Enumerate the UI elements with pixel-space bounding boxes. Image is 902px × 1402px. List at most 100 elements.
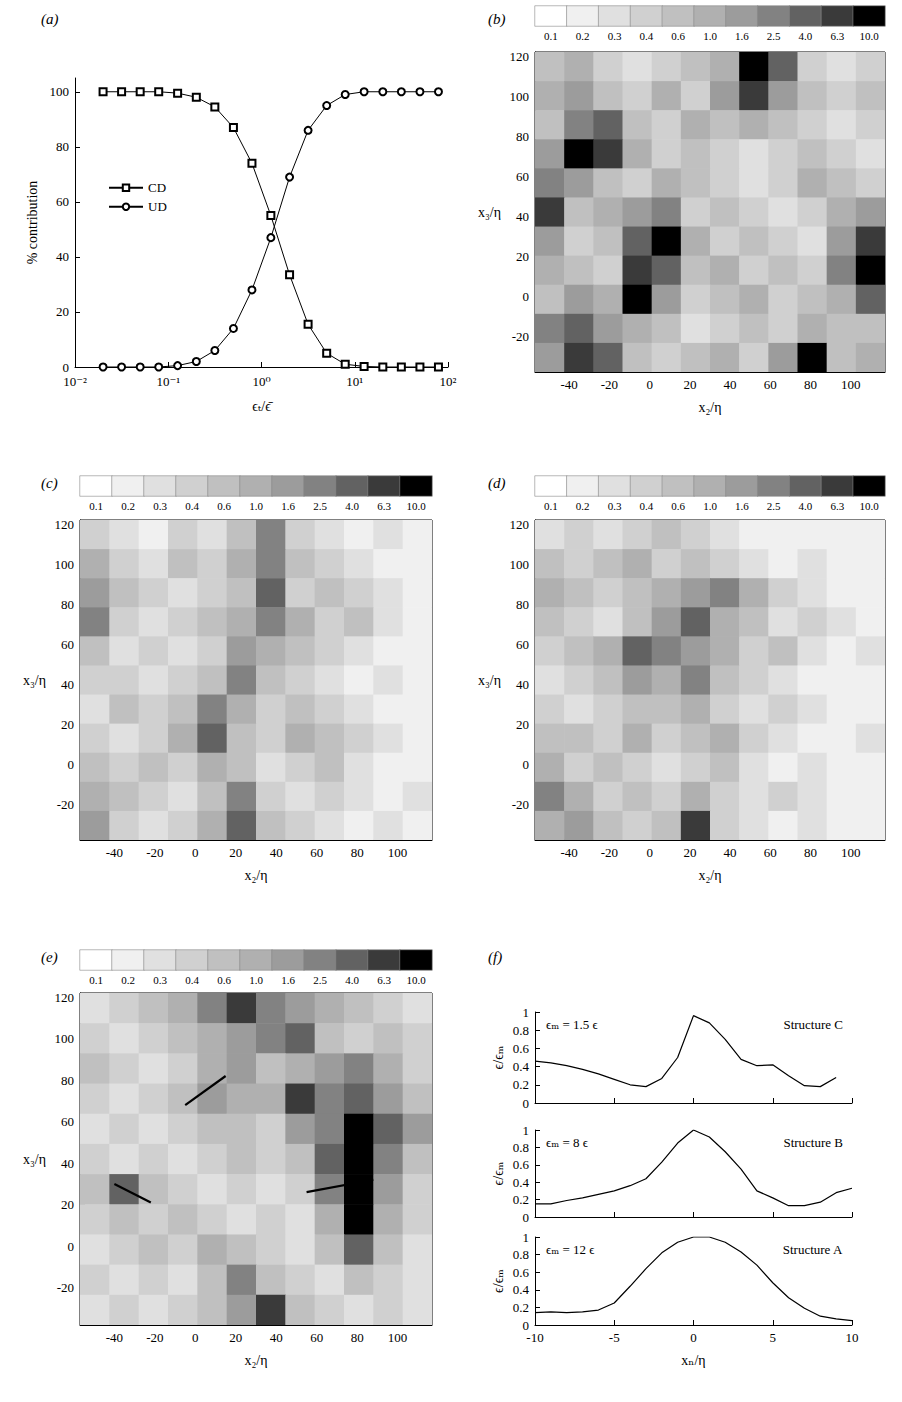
svg-text:ϵₘ = 12 ϵ: ϵₘ = 12 ϵ	[546, 1242, 595, 1257]
svg-text:-20: -20	[512, 797, 529, 812]
svg-text:1.0: 1.0	[703, 500, 717, 512]
svg-text:4.0: 4.0	[799, 30, 813, 42]
svg-text:1.0: 1.0	[703, 30, 717, 42]
svg-text:x₂/η: x₂/η	[244, 868, 267, 883]
svg-text:ϵₘ = 1.5 ϵ: ϵₘ = 1.5 ϵ	[546, 1017, 598, 1032]
svg-text:100: 100	[841, 377, 861, 392]
svg-text:0: 0	[646, 845, 653, 860]
svg-text:1.0: 1.0	[249, 500, 263, 512]
svg-text:6.3: 6.3	[830, 30, 844, 42]
svg-text:0.2: 0.2	[513, 1192, 529, 1207]
svg-text:4.0: 4.0	[345, 500, 359, 512]
svg-text:0.6: 0.6	[513, 1265, 530, 1280]
svg-text:6.3: 6.3	[377, 974, 391, 986]
svg-text:40: 40	[516, 677, 529, 692]
svg-text:ϵₜ/ϵ̄: ϵₜ/ϵ̄	[252, 399, 274, 414]
svg-text:2.5: 2.5	[313, 974, 327, 986]
svg-text:-20: -20	[57, 1280, 74, 1295]
svg-text:0.4: 0.4	[639, 30, 653, 42]
svg-text:-20: -20	[57, 797, 74, 812]
svg-text:% contribution: % contribution	[25, 181, 40, 265]
svg-text:0.3: 0.3	[153, 974, 167, 986]
svg-text:1.6: 1.6	[281, 500, 295, 512]
svg-text:40: 40	[61, 677, 74, 692]
svg-text:xₙ/η: xₙ/η	[681, 1353, 705, 1368]
svg-text:0.6: 0.6	[513, 1157, 530, 1172]
svg-text:1: 1	[523, 1123, 530, 1138]
svg-text:x₂/η: x₂/η	[244, 1353, 267, 1368]
svg-text:100: 100	[388, 1330, 408, 1345]
svg-text:0.8: 0.8	[513, 1247, 529, 1262]
svg-text:Structure A: Structure A	[783, 1242, 843, 1257]
svg-text:Structure C: Structure C	[783, 1017, 843, 1032]
svg-text:(e): (e)	[41, 949, 58, 966]
svg-text:0.4: 0.4	[513, 1175, 530, 1190]
svg-text:60: 60	[310, 845, 323, 860]
svg-text:2.5: 2.5	[313, 500, 327, 512]
svg-text:1.6: 1.6	[281, 974, 295, 986]
svg-text:0.6: 0.6	[671, 30, 685, 42]
svg-text:80: 80	[56, 139, 69, 154]
svg-text:(b): (b)	[488, 11, 506, 28]
svg-text:ϵₘ = 8 ϵ: ϵₘ = 8 ϵ	[546, 1135, 588, 1150]
svg-text:20: 20	[229, 1330, 242, 1345]
svg-text:x₃/η: x₃/η	[23, 673, 46, 688]
svg-text:80: 80	[516, 129, 529, 144]
svg-text:0: 0	[523, 1210, 530, 1225]
svg-text:0.2: 0.2	[576, 500, 590, 512]
svg-text:1: 1	[523, 1230, 530, 1245]
svg-text:-20: -20	[146, 1330, 163, 1345]
svg-text:1.6: 1.6	[735, 500, 749, 512]
svg-text:80: 80	[351, 1330, 364, 1345]
svg-text:x₃/η: x₃/η	[478, 673, 501, 688]
svg-text:0: 0	[523, 757, 530, 772]
svg-text:0.6: 0.6	[671, 500, 685, 512]
svg-text:100: 100	[55, 1031, 75, 1046]
svg-text:80: 80	[351, 845, 364, 860]
svg-text:100: 100	[510, 89, 530, 104]
svg-text:0.1: 0.1	[544, 500, 558, 512]
svg-text:-5: -5	[609, 1330, 620, 1345]
svg-text:6.3: 6.3	[830, 500, 844, 512]
svg-text:40: 40	[270, 845, 283, 860]
svg-text:100: 100	[510, 557, 530, 572]
svg-text:(c): (c)	[41, 475, 58, 492]
svg-text:1.6: 1.6	[735, 30, 749, 42]
svg-text:x₃/η: x₃/η	[478, 205, 501, 220]
svg-text:60: 60	[56, 194, 69, 209]
svg-text:1: 1	[523, 1005, 530, 1020]
svg-text:60: 60	[516, 637, 529, 652]
svg-text:0.1: 0.1	[544, 30, 558, 42]
svg-text:40: 40	[516, 209, 529, 224]
svg-text:0.8: 0.8	[513, 1140, 529, 1155]
svg-text:-20: -20	[601, 377, 618, 392]
svg-text:60: 60	[764, 377, 777, 392]
svg-text:20: 20	[61, 717, 74, 732]
svg-text:-20: -20	[512, 329, 529, 344]
svg-text:10⁻¹: 10⁻¹	[156, 374, 180, 389]
svg-text:0.2: 0.2	[576, 30, 590, 42]
svg-text:0.3: 0.3	[153, 500, 167, 512]
svg-text:80: 80	[61, 1073, 74, 1088]
svg-text:0: 0	[646, 377, 653, 392]
svg-text:-40: -40	[106, 1330, 123, 1345]
svg-text:80: 80	[516, 597, 529, 612]
svg-text:(f): (f)	[488, 949, 502, 966]
svg-text:20: 20	[516, 249, 529, 264]
svg-text:20: 20	[683, 377, 696, 392]
svg-text:20: 20	[229, 845, 242, 860]
svg-text:0.1: 0.1	[89, 974, 103, 986]
svg-text:0: 0	[523, 1096, 530, 1111]
svg-text:0.6: 0.6	[513, 1041, 530, 1056]
svg-text:10.0: 10.0	[406, 500, 426, 512]
svg-text:40: 40	[724, 845, 737, 860]
svg-text:10²: 10²	[440, 374, 457, 389]
svg-text:4.0: 4.0	[799, 500, 813, 512]
svg-text:6.3: 6.3	[377, 500, 391, 512]
svg-text:0: 0	[192, 1330, 199, 1345]
svg-text:60: 60	[310, 1330, 323, 1345]
svg-text:0.4: 0.4	[185, 974, 199, 986]
svg-text:1.0: 1.0	[249, 974, 263, 986]
svg-text:40: 40	[270, 1330, 283, 1345]
svg-text:0: 0	[63, 360, 70, 375]
